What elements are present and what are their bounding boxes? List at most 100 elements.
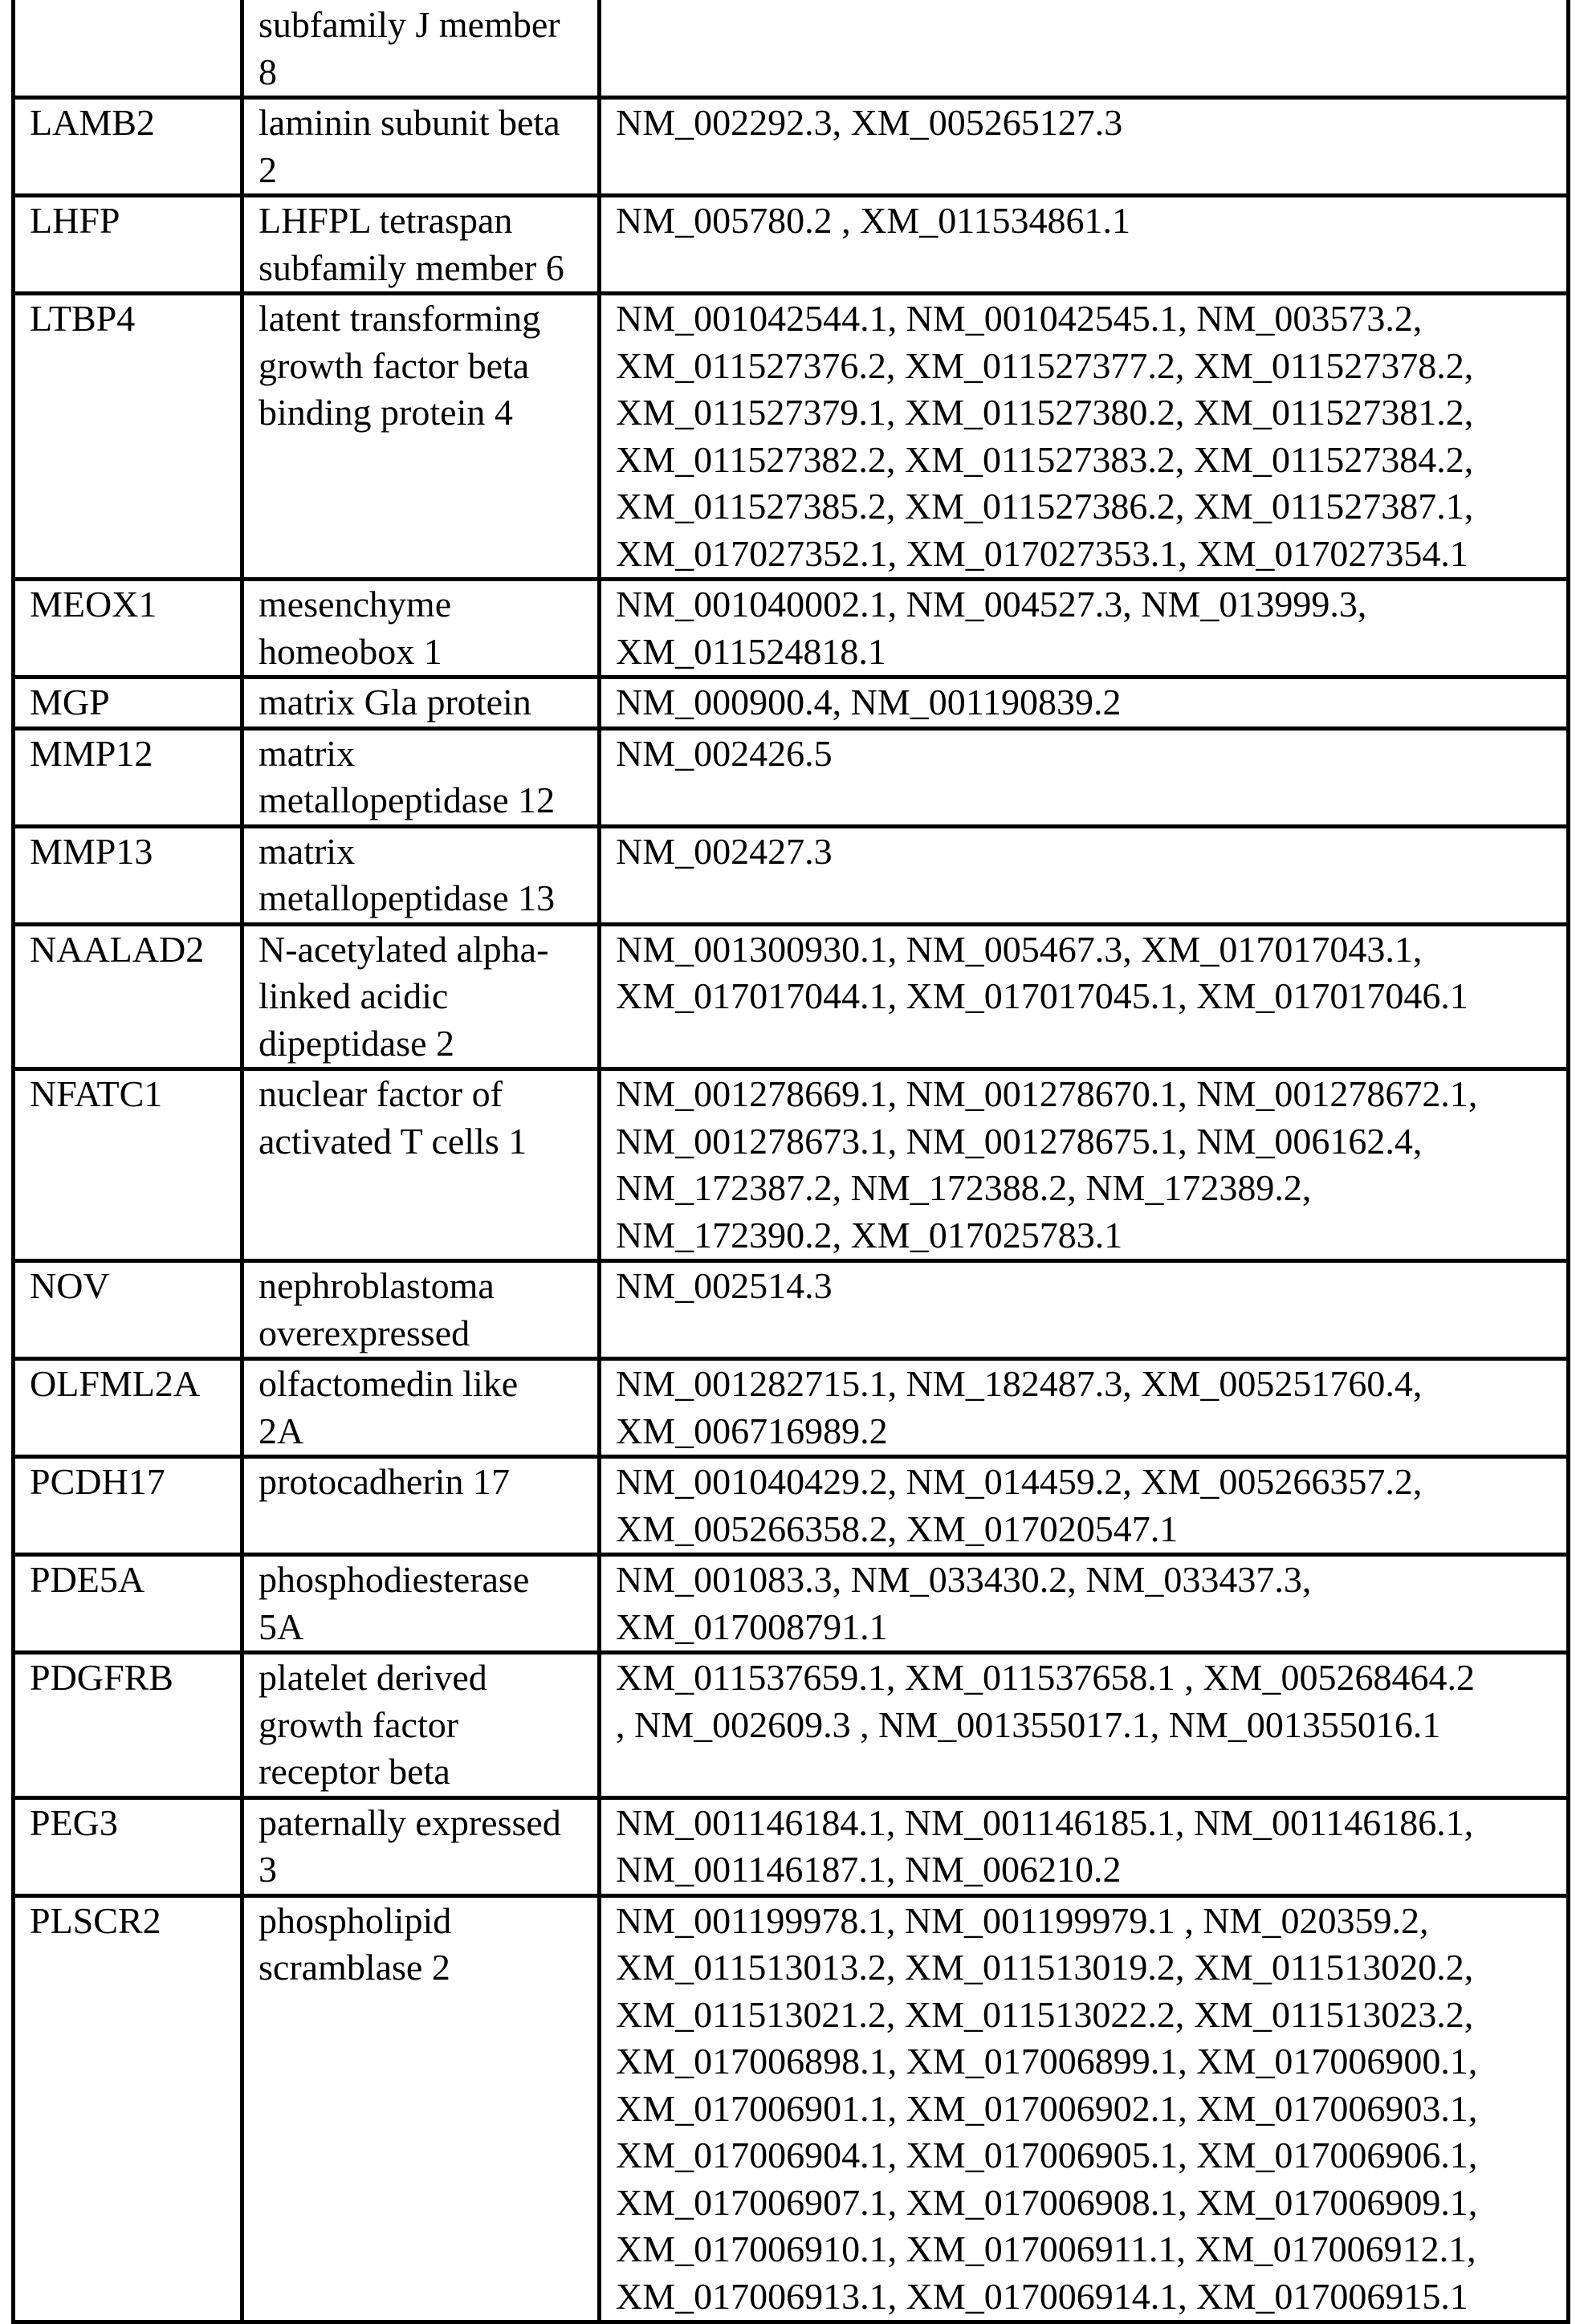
accession-line: XM_011527382.2, XM_011527383.2, XM_01152…	[616, 437, 1557, 484]
gene-symbol-cell: NFATC1	[14, 1069, 242, 1261]
accession-line: NM_002426.5	[616, 731, 1557, 778]
accession-cell: NM_001300930.1, NM_005467.3, XM_01701704…	[600, 924, 1569, 1069]
gene-symbol-cell: LHFP	[14, 196, 242, 294]
accession-line: XM_011513013.2, XM_011513019.2, XM_01151…	[616, 1944, 1557, 1992]
accession-line: NM_001146184.1, NM_001146185.1, NM_00114…	[616, 1800, 1557, 1847]
table-row: MEOX1mesenchymehomeobox 1NM_001040002.1,…	[14, 580, 1569, 678]
accession-line: NM_001282715.1, NM_182487.3, XM_00525176…	[616, 1361, 1557, 1408]
accession-cell: NM_001040002.1, NM_004527.3, NM_013999.3…	[600, 580, 1569, 678]
gene-name-line: metallopeptidase 12	[259, 777, 588, 824]
accession-line: XM_011524818.1	[616, 629, 1557, 676]
gene-name-line: matrix	[259, 828, 588, 876]
accession-line: NM_002514.3	[616, 1263, 1557, 1310]
accession-cell: NM_005780.2 , XM_011534861.1	[600, 196, 1569, 294]
accession-line: NM_172390.2, XM_017025783.1	[616, 1212, 1557, 1260]
gene-symbol-cell: PLSCR2	[14, 1895, 242, 2322]
accession-line: XM_017006913.1, XM_017006914.1, XM_01700…	[616, 2273, 1557, 2321]
table-row: MMP13matrixmetallopeptidase 13NM_002427.…	[14, 826, 1569, 924]
accession-line: NM_005780.2 , XM_011534861.1	[616, 197, 1557, 245]
gene-name-line: nuclear factor of	[259, 1071, 588, 1118]
gene-name-cell: platelet derivedgrowth factorreceptor be…	[242, 1653, 600, 1798]
gene-name-line: olfactomedin like	[259, 1361, 588, 1408]
gene-symbol-cell: NAALAD2	[14, 924, 242, 1069]
gene-name-line: growth factor	[259, 1702, 588, 1749]
gene-name-line: mesenchyme	[259, 581, 588, 629]
gene-name-cell: olfactomedin like2A	[242, 1359, 600, 1457]
gene-name-line: metallopeptidase 13	[259, 875, 588, 922]
table-row: subfamily J member8	[14, 0, 1569, 98]
gene-symbol-cell: PDGFRB	[14, 1653, 242, 1798]
gene-name-line: matrix	[259, 731, 588, 778]
accession-cell: XM_011537659.1, XM_011537658.1 , XM_0052…	[600, 1653, 1569, 1798]
gene-name-line: protocadherin 17	[259, 1459, 588, 1506]
gene-name-cell: matrix Gla protein	[242, 678, 600, 729]
accession-line: NM_001040002.1, NM_004527.3, NM_013999.3…	[616, 581, 1557, 629]
table-row: LTBP4latent transforminggrowth factor be…	[14, 294, 1569, 580]
accession-cell: NM_002426.5	[600, 728, 1569, 826]
accession-line: , NM_002609.3 , NM_001355017.1, NM_00135…	[616, 1702, 1557, 1749]
accession-line: NM_002292.3, XM_005265127.3	[616, 100, 1557, 147]
gene-name-line: receptor beta	[259, 1748, 588, 1796]
accession-line: NM_001042544.1, NM_001042545.1, NM_00357…	[616, 295, 1557, 343]
accession-cell: NM_001199978.1, NM_001199979.1 , NM_0203…	[600, 1895, 1569, 2322]
accession-line: XM_006716989.2	[616, 1408, 1557, 1455]
gene-symbol-cell: PEG3	[14, 1797, 242, 1895]
accession-line: XM_011527385.2, XM_011527386.2, XM_01152…	[616, 483, 1557, 531]
accession-line: NM_172387.2, NM_172388.2, NM_172389.2,	[616, 1165, 1557, 1212]
gene-name-cell: nephroblastomaoverexpressed	[242, 1261, 600, 1359]
accession-line: NM_001040429.2, NM_014459.2, XM_00526635…	[616, 1459, 1557, 1506]
accession-line: XM_011513021.2, XM_011513022.2, XM_01151…	[616, 1992, 1557, 2039]
gene-name-line: subfamily J member	[259, 2, 588, 49]
accession-cell: NM_000900.4, NM_001190839.2	[600, 678, 1569, 729]
gene-symbol-cell: PDE5A	[14, 1555, 242, 1653]
gene-name-line: homeobox 1	[259, 629, 588, 676]
accession-cell: NM_002427.3	[600, 826, 1569, 924]
gene-symbol-cell: PCDH17	[14, 1457, 242, 1555]
gene-name-line: 2	[259, 147, 588, 194]
accession-line: NM_001146187.1, NM_006210.2	[616, 1846, 1557, 1894]
gene-name-line: 3	[259, 1846, 588, 1894]
accession-cell: NM_001278669.1, NM_001278670.1, NM_00127…	[600, 1069, 1569, 1261]
table-row: LHFPLHFPL tetraspansubfamily member 6NM_…	[14, 196, 1569, 294]
accession-line: NM_001199978.1, NM_001199979.1 , NM_0203…	[616, 1898, 1557, 1945]
gene-name-line: overexpressed	[259, 1310, 588, 1357]
gene-symbol-cell: LAMB2	[14, 98, 242, 196]
table-row: PEG3paternally expressed3NM_001146184.1,…	[14, 1797, 1569, 1895]
gene-name-line: phospholipid	[259, 1898, 588, 1945]
gene-name-cell: phospholipidscramblase 2	[242, 1895, 600, 2322]
accession-line: XM_017008791.1	[616, 1604, 1557, 1651]
gene-name-line: growth factor beta	[259, 343, 588, 390]
gene-name-cell: phosphodiesterase5A	[242, 1555, 600, 1653]
accession-line: XM_017017044.1, XM_017017045.1, XM_01701…	[616, 973, 1557, 1020]
table-row: NOVnephroblastomaoverexpressedNM_002514.…	[14, 1261, 1569, 1359]
gene-name-cell: subfamily J member8	[242, 0, 600, 98]
accession-line: NM_001300930.1, NM_005467.3, XM_01701704…	[616, 926, 1557, 974]
gene-name-line: binding protein 4	[259, 389, 588, 437]
table-row: PDGFRBplatelet derivedgrowth factorrecep…	[14, 1653, 1569, 1798]
accession-cell: NM_001146184.1, NM_001146185.1, NM_00114…	[600, 1797, 1569, 1895]
gene-name-cell: N-acetylated alpha-linked acidicdipeptid…	[242, 924, 600, 1069]
table-row: PDE5Aphosphodiesterase5ANM_001083.3, NM_…	[14, 1555, 1569, 1653]
gene-name-cell: protocadherin 17	[242, 1457, 600, 1555]
table-row: PLSCR2phospholipidscramblase 2 NM_0011999…	[14, 1895, 1569, 2322]
table-row: NAALAD2N-acetylated alpha-linked acidicd…	[14, 924, 1569, 1069]
gene-name-line: latent transforming	[259, 295, 588, 343]
accession-line: XM_011527376.2, XM_011527377.2, XM_01152…	[616, 343, 1557, 390]
gene-name-line: 2A	[259, 1408, 588, 1455]
gene-name-cell: mesenchymehomeobox 1	[242, 580, 600, 678]
accession-line: XM_017006898.1, XM_017006899.1, XM_01700…	[616, 2038, 1557, 2086]
gene-symbol-cell: MMP13	[14, 826, 242, 924]
gene-name-line: matrix Gla protein	[259, 679, 588, 727]
accession-line: NM_000900.4, NM_001190839.2	[616, 679, 1557, 727]
gene-name-line: nephroblastoma	[259, 1263, 588, 1310]
gene-symbol-cell: OLFML2A	[14, 1359, 242, 1457]
table-row: NFATC1nuclear factor ofactivated T cells…	[14, 1069, 1569, 1261]
accession-line: XM_017006904.1, XM_017006905.1, XM_01700…	[616, 2132, 1557, 2180]
gene-name-cell: matrixmetallopeptidase 13	[242, 826, 600, 924]
gene-name-cell: laminin subunit beta2	[242, 98, 600, 196]
accession-line: XM_005266358.2, XM_017020547.1	[616, 1506, 1557, 1553]
accession-line: XM_011527379.1, XM_011527380.2, XM_01152…	[616, 389, 1557, 437]
gene-table-body: subfamily J member8LAMB2laminin subunit …	[14, 0, 1569, 2322]
gene-name-line: dipeptidase 2	[259, 1020, 588, 1068]
table-row: MMP12matrixmetallopeptidase 12NM_002426.…	[14, 728, 1569, 826]
